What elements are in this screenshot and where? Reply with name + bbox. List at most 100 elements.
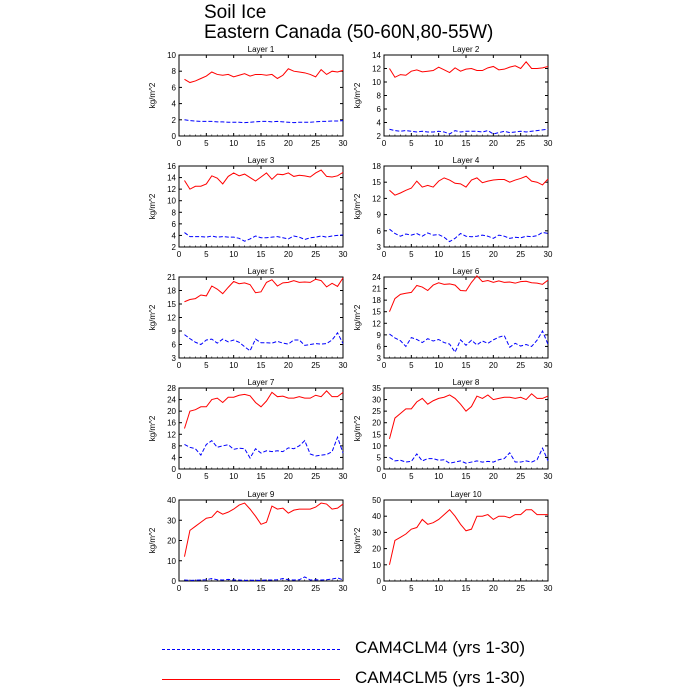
y-axis-label: kg/m^2 (353, 82, 362, 108)
figure-subtitle: Eastern Canada (50-60N,80-55W) (204, 22, 494, 43)
x-tick-label: 20 (284, 584, 293, 593)
panel-title: Layer 2 (453, 45, 480, 54)
x-tick-label: 0 (382, 472, 387, 481)
x-tick-label: 20 (489, 139, 498, 148)
x-tick-label: 25 (516, 361, 525, 370)
y-tick-label: 24 (167, 396, 176, 405)
plot-frame (178, 499, 344, 582)
x-tick-label: 15 (257, 250, 266, 259)
y-tick-label: 8 (172, 67, 177, 76)
x-tick-label: 15 (257, 472, 266, 481)
x-tick-label: 5 (409, 139, 414, 148)
x-tick-label: 0 (382, 250, 387, 259)
series-line-clm5 (389, 175, 549, 196)
y-tick-label: 40 (372, 512, 381, 521)
y-tick-label: 12 (167, 185, 176, 194)
y-tick-label: 0 (172, 577, 177, 586)
x-tick-label: 30 (544, 250, 553, 259)
y-tick-label: 20 (167, 537, 176, 546)
panel-title: Layer 3 (248, 156, 275, 165)
x-tick-label: 5 (204, 139, 209, 148)
y-tick-label: 0 (377, 465, 382, 474)
series-line-clm4 (184, 331, 344, 352)
y-tick-label: 21 (167, 273, 176, 282)
series-line-clm5 (184, 169, 344, 190)
y-tick-label: 3 (377, 243, 382, 252)
legend-label-clm4: CAM4CLM4 (yrs 1-30) (355, 638, 526, 657)
y-tick-label: 20 (167, 407, 176, 416)
y-tick-label: 14 (167, 174, 176, 183)
chart-panel-3: Layer 3 kg/m^2 0 5 10 15 20 25 30 2 4 6 8 10 12 14 16 (148, 156, 348, 259)
chart-panel-1: Layer 1 kg/m^2 0 5 10 15 20 25 30 0 2 4 6 8 10 (148, 45, 348, 148)
plot-frame (178, 276, 344, 359)
y-axis-label: kg/m^2 (148, 415, 157, 441)
y-tick-label: 8 (377, 92, 382, 101)
y-tick-label: 14 (372, 51, 381, 60)
y-tick-label: 5 (377, 453, 382, 462)
y-tick-label: 9 (377, 211, 382, 220)
y-tick-label: 16 (167, 419, 176, 428)
series-line-clm4 (184, 232, 344, 242)
y-axis-label: kg/m^2 (353, 193, 362, 219)
y-tick-label: 4 (172, 100, 177, 109)
x-tick-label: 15 (462, 139, 471, 148)
y-tick-label: 2 (172, 116, 177, 125)
y-tick-label: 20 (372, 545, 381, 554)
x-tick-label: 5 (409, 472, 414, 481)
x-tick-label: 20 (284, 139, 293, 148)
y-tick-label: 6 (172, 220, 177, 229)
x-tick-label: 25 (516, 472, 525, 481)
x-tick-label: 10 (434, 584, 443, 593)
series-line-clm5 (388, 509, 548, 565)
x-tick-label: 25 (516, 139, 525, 148)
x-tick-label: 5 (204, 250, 209, 259)
y-axis-label: kg/m^2 (148, 527, 157, 553)
x-tick-label: 25 (516, 250, 525, 259)
x-tick-label: 15 (462, 361, 471, 370)
series-line-clm5 (184, 277, 344, 303)
x-tick-label: 30 (339, 250, 348, 259)
x-tick-label: 5 (204, 584, 209, 593)
y-tick-label: 2 (172, 243, 177, 252)
chart-panel-4: Layer 4 kg/m^2 0 5 10 15 20 25 30 3 6 9 12 15 18 (353, 156, 553, 259)
y-tick-label: 3 (172, 354, 177, 363)
x-tick-label: 10 (229, 472, 238, 481)
y-tick-label: 3 (377, 354, 382, 363)
x-tick-label: 0 (177, 472, 182, 481)
y-tick-label: 6 (172, 83, 177, 92)
panel-title: Layer 6 (453, 267, 480, 276)
y-tick-label: 21 (372, 285, 381, 294)
y-tick-label: 30 (167, 516, 176, 525)
x-tick-label: 25 (311, 472, 320, 481)
y-tick-label: 10 (372, 561, 381, 570)
panel-title: Layer 4 (453, 156, 480, 165)
plot-frame (178, 54, 344, 137)
y-tick-label: 10 (167, 197, 176, 206)
y-tick-label: 12 (167, 314, 176, 323)
legend-label-clm5: CAM4CLM5 (yrs 1-30) (355, 668, 526, 687)
y-tick-label: 6 (172, 341, 177, 350)
panel-title: Layer 7 (248, 378, 275, 387)
x-tick-label: 5 (409, 584, 414, 593)
series-line-clm5 (389, 60, 549, 78)
x-tick-label: 20 (489, 250, 498, 259)
y-tick-label: 18 (167, 287, 176, 296)
series-line-clm4 (184, 576, 344, 581)
series-line-clm5 (389, 275, 549, 312)
x-tick-label: 0 (177, 584, 182, 593)
x-tick-label: 30 (544, 139, 553, 148)
x-tick-label: 25 (311, 250, 320, 259)
chart-panel-8: Layer 8 kg/m^2 0 5 10 15 20 25 30 0 5 10 15 20 25 30 35 (353, 378, 553, 481)
x-tick-label: 5 (409, 250, 414, 259)
y-tick-label: 12 (372, 319, 381, 328)
y-tick-label: 15 (372, 308, 381, 317)
y-tick-label: 15 (167, 300, 176, 309)
series-line-clm4 (389, 329, 549, 354)
x-tick-label: 5 (409, 361, 414, 370)
y-tick-label: 4 (172, 453, 177, 462)
y-tick-label: 0 (377, 577, 382, 586)
y-tick-label: 16 (167, 162, 176, 171)
y-tick-label: 50 (372, 496, 381, 505)
plot-frame (178, 165, 344, 248)
y-tick-label: 4 (172, 231, 177, 240)
